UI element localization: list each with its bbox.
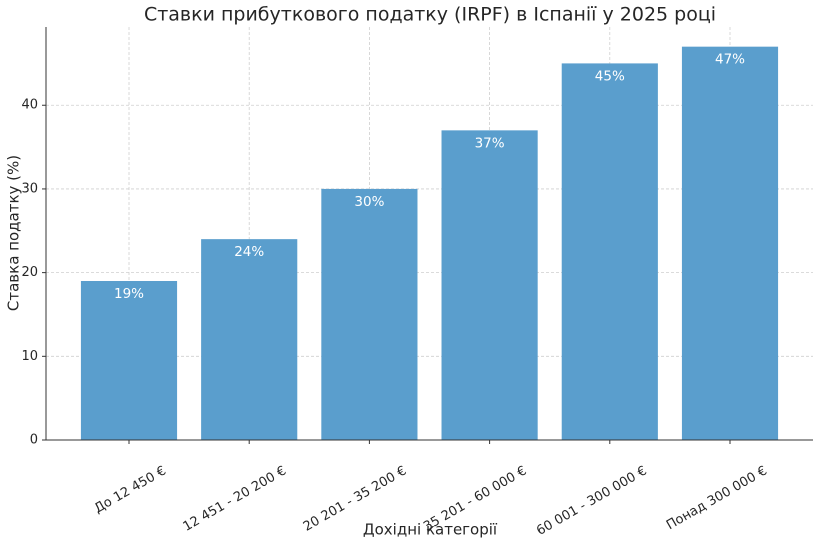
y-tick-label: 0: [30, 433, 38, 448]
bar: [201, 239, 298, 440]
y-tick-label: 30: [21, 181, 38, 196]
bar: [681, 46, 779, 441]
bar: [80, 280, 178, 440]
y-tick-label: 10: [21, 349, 38, 364]
value-label: 24%: [234, 244, 264, 260]
value-label: 47%: [715, 52, 745, 68]
chart-title: Ставки прибуткового податку (IRPF) в Ісп…: [144, 4, 716, 26]
bar: [441, 130, 538, 440]
x-tick-label: 12 451 - 20 200 €: [181, 464, 289, 535]
bar: [321, 188, 418, 440]
x-tick-label: Понад 300 000 €: [664, 464, 770, 534]
y-axis-label: Ставка податку (%): [5, 155, 23, 311]
x-axis-label: Дохідні категорії: [363, 521, 498, 539]
y-tick-label: 20: [21, 265, 38, 280]
x-tick-label: 60 001 - 300 000 €: [534, 464, 649, 539]
bars: [80, 46, 779, 441]
value-label: 19%: [114, 286, 144, 302]
value-label: 30%: [354, 194, 384, 210]
y-tick-label: 40: [21, 98, 38, 113]
x-tick-label: До 12 450 €: [92, 464, 169, 517]
bar: [561, 63, 658, 440]
value-label: 37%: [475, 135, 505, 151]
value-label: 45%: [595, 68, 625, 84]
